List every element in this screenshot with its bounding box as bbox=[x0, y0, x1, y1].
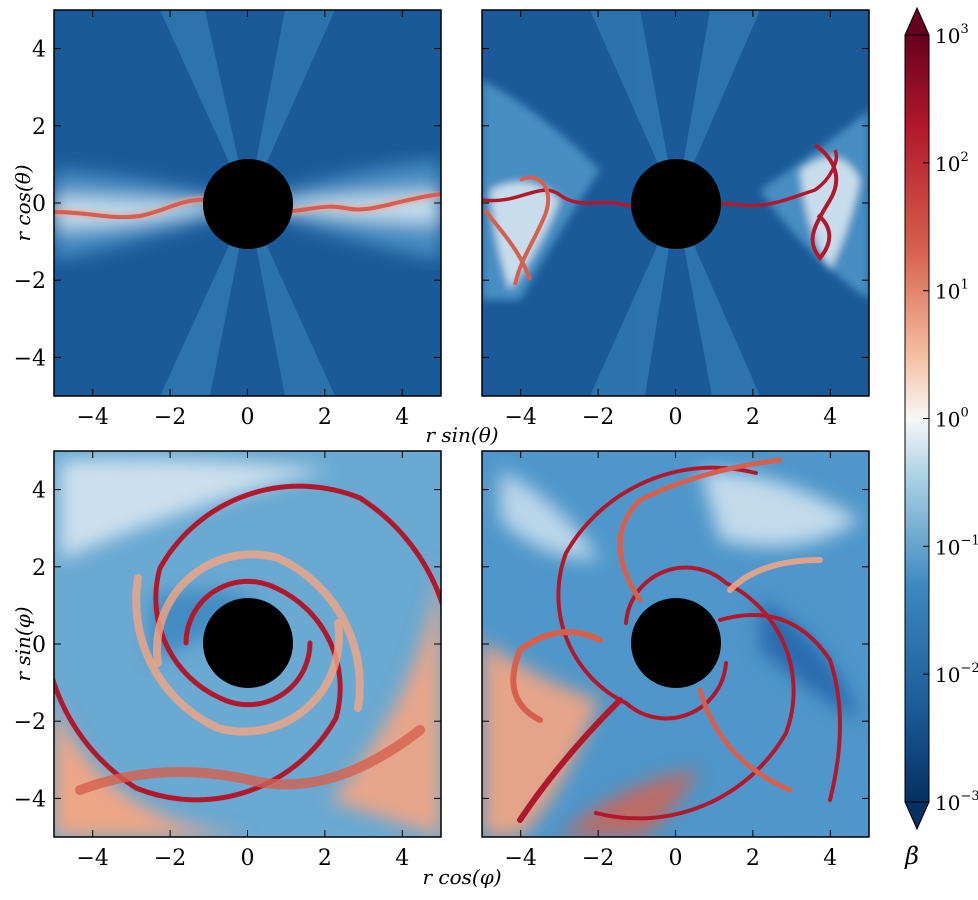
colorbar-tick-label: 10−1 bbox=[935, 533, 978, 559]
panel-top-right-right-plume bbox=[810, 143, 839, 262]
colorbar-tick-label: 10−2 bbox=[935, 661, 978, 687]
panel-top-right-xtick-label: −4 bbox=[504, 405, 536, 430]
panel-top-right-black-hole bbox=[631, 159, 721, 249]
ylabel-bottom-left: r sin(φ) bbox=[11, 606, 35, 681]
panel-bottom-right-spiral-arms bbox=[510, 457, 842, 823]
colorbar-label: β bbox=[904, 842, 919, 870]
colorbar-tick-label: 100 bbox=[935, 406, 969, 432]
panel-top-left-wind-glow bbox=[54, 160, 441, 260]
colorbar: 103 102 101 100 10−1 10−2 10−3 β bbox=[904, 6, 978, 870]
colorbar-tick-label: 10−3 bbox=[935, 789, 978, 815]
panel-bottom-right-xtick-label: −4 bbox=[504, 846, 536, 871]
panel-top-left-ytick-label: −2 bbox=[14, 269, 46, 294]
panel-top-left bbox=[54, 10, 441, 396]
panel-bottom-left-xtick-label: 2 bbox=[318, 846, 332, 871]
panel-bottom-right-xtick-label: 4 bbox=[823, 846, 837, 871]
panel-top-left-black-hole bbox=[203, 159, 293, 249]
panel-bottom-left-xtick-label: −4 bbox=[76, 846, 108, 871]
panel-top-left-jet-funnels bbox=[160, 10, 335, 396]
panel-top-left-ytick-label: 4 bbox=[32, 38, 46, 63]
panel-top-left-xtick-label: −2 bbox=[154, 405, 186, 430]
panel-top-right-xtick-label: 2 bbox=[746, 405, 760, 430]
panel-top-left-ytick-label: 2 bbox=[32, 115, 46, 140]
panel-top-right bbox=[482, 10, 869, 396]
panel-top-right-xtick-label: 0 bbox=[669, 405, 683, 430]
panel-bottom-left-ytick-label: 0 bbox=[32, 633, 46, 658]
panel-top-left-xtick-label: 4 bbox=[395, 405, 409, 430]
panel-top-right-xtick-label: 4 bbox=[823, 405, 837, 430]
panel-bottom-right-black-hole bbox=[631, 598, 721, 688]
panel-top-left-xtick-label: −4 bbox=[76, 405, 108, 430]
panel-top-left-xtick-label: 2 bbox=[318, 405, 332, 430]
panel-bottom-left-ytick-label: −2 bbox=[14, 710, 46, 735]
panel-bottom-left-ytick-label: −4 bbox=[14, 787, 46, 812]
colorbar-tick-label: 101 bbox=[935, 278, 969, 304]
colorbar-extend-bottom bbox=[904, 801, 930, 831]
panel-top-right-left-plume bbox=[483, 175, 551, 286]
colorbar-extend-top bbox=[904, 6, 930, 36]
panel-bottom-right bbox=[482, 451, 869, 837]
axis-ticks: −4 −2 0 2 4 4 2 0 −2 −4 −4 −2 0 2 4 −4 −2 0 2 4 4 2 0 −2 −4 −4 −2 0… bbox=[14, 10, 869, 871]
panel-bottom-right-xtick-label: 2 bbox=[746, 846, 760, 871]
panel-top-right-jet-funnels bbox=[590, 10, 760, 396]
xlabel-top-right: r sin(θ) bbox=[425, 423, 498, 447]
panel-top-left-ytick-label: 0 bbox=[32, 192, 46, 217]
panel-bottom-left-xtick-label: 4 bbox=[395, 846, 409, 871]
panel-top-left-ytick-label: −4 bbox=[14, 346, 46, 371]
panel-bottom-right-xtick-label: −2 bbox=[582, 846, 614, 871]
panel-bottom-left-spiral-arms bbox=[54, 483, 441, 803]
colorbar-tick-label: 103 bbox=[935, 22, 969, 48]
panel-top-left-xtick-label: 0 bbox=[241, 405, 255, 430]
panel-bottom-left-xtick-label: −2 bbox=[154, 846, 186, 871]
panel-top-right-xtick-label: −2 bbox=[582, 405, 614, 430]
panel-bottom-left-ytick-label: 4 bbox=[32, 479, 46, 504]
ylabel-top-left: r cos(θ) bbox=[11, 164, 35, 241]
panel-bottom-left bbox=[54, 451, 441, 837]
panel-bottom-right-xtick-label: 0 bbox=[669, 846, 683, 871]
colorbar-ticks: 103 102 101 100 10−1 10−2 10−3 bbox=[923, 22, 978, 815]
panel-bottom-left-xtick-label: 0 bbox=[241, 846, 255, 871]
colorbar-tick-label: 102 bbox=[935, 150, 969, 176]
panel-bottom-left-ytick-label: 2 bbox=[32, 556, 46, 581]
xlabel-bottom-right: r cos(φ) bbox=[422, 865, 501, 889]
panel-bottom-left-black-hole bbox=[203, 598, 293, 688]
